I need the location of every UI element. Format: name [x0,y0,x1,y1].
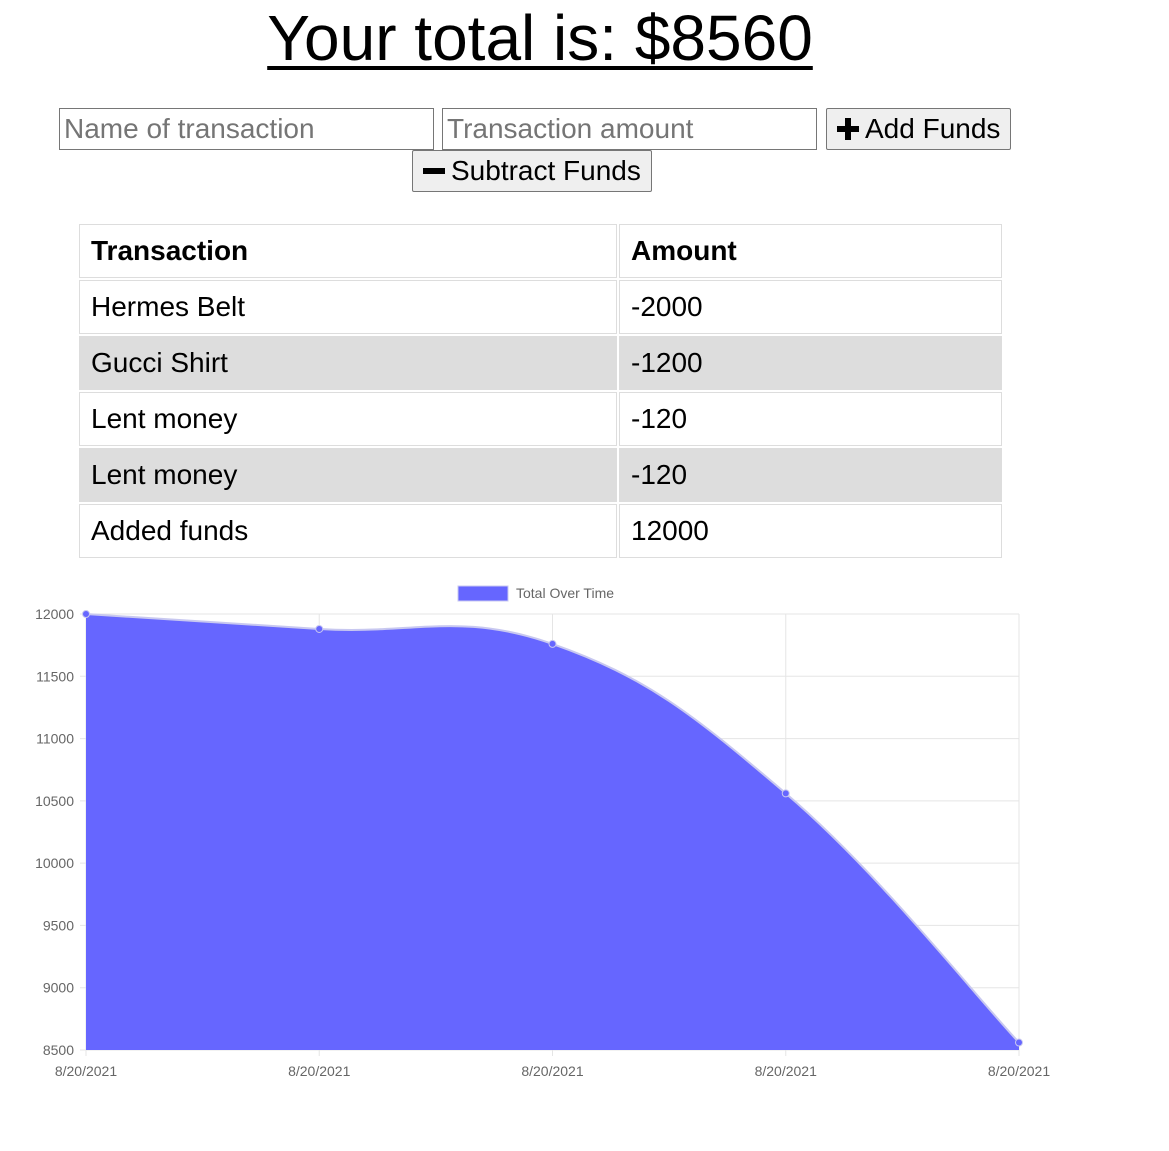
minus-icon [423,154,445,188]
y-tick-label: 9000 [43,980,74,996]
row-amount: 12000 [619,504,1002,558]
add-funds-label: Add Funds [865,113,1001,144]
y-tick-label: 12000 [35,606,74,622]
x-tick-label: 8/20/2021 [521,1063,583,1079]
y-tick-label: 11000 [36,731,74,747]
total-heading: Your total is: $8560 [267,2,813,74]
chart-svg: 8500 9000 9500 10000 10500 11000 11500 12000 8/2… [35,585,1050,1079]
row-name: Lent money [79,448,617,502]
transaction-name-input[interactable] [59,108,434,150]
y-tick-label: 10000 [35,855,74,871]
legend-swatch [457,585,509,602]
transaction-amount-input[interactable] [442,108,817,150]
data-point [315,624,324,633]
add-funds-button[interactable]: Add Funds [826,108,1012,150]
row-amount: -2000 [619,280,1002,334]
x-tick-label: 8/20/2021 [288,1063,350,1079]
row-name: Gucci Shirt [79,336,617,390]
y-tick-label: 11500 [36,668,74,684]
legend-label: Total Over Time [516,585,614,601]
row-name: Hermes Belt [79,280,617,334]
row-name: Added funds [79,504,617,558]
table-row: Added funds 12000 [79,504,1002,558]
y-tick-label: 8500 [43,1042,74,1058]
table-header-row: Transaction Amount [79,224,1002,278]
header-amount: Amount [619,224,1002,278]
y-tick-label: 9500 [43,917,74,933]
x-tick-label: 8/20/2021 [755,1063,817,1079]
series-line [85,613,1020,1044]
subtract-funds-label: Subtract Funds [451,155,641,186]
y-tick-label: 10500 [35,793,74,809]
x-tick-label: 8/20/2021 [988,1063,1050,1079]
transactions-table: Transaction Amount Hermes Belt -2000 Guc… [77,222,1004,560]
data-point [82,610,90,618]
row-name: Lent money [79,392,617,446]
row-amount: -120 [619,392,1002,446]
row-amount: -1200 [619,336,1002,390]
plus-icon [837,112,859,146]
row-amount: -120 [619,448,1002,502]
table-row: Lent money -120 [79,392,1002,446]
series-area [86,614,1019,1050]
table-row: Gucci Shirt -1200 [79,336,1002,390]
data-point [781,789,790,798]
total-over-time-chart: 8500 9000 9500 10000 10500 11000 11500 12000 8/2… [0,578,1169,1098]
data-point [1015,1038,1023,1047]
data-point [548,639,557,648]
subtract-funds-button[interactable]: Subtract Funds [412,150,652,192]
table-row: Lent money -120 [79,448,1002,502]
x-tick-label: 8/20/2021 [55,1063,117,1079]
header-transaction: Transaction [79,224,617,278]
table-row: Hermes Belt -2000 [79,280,1002,334]
